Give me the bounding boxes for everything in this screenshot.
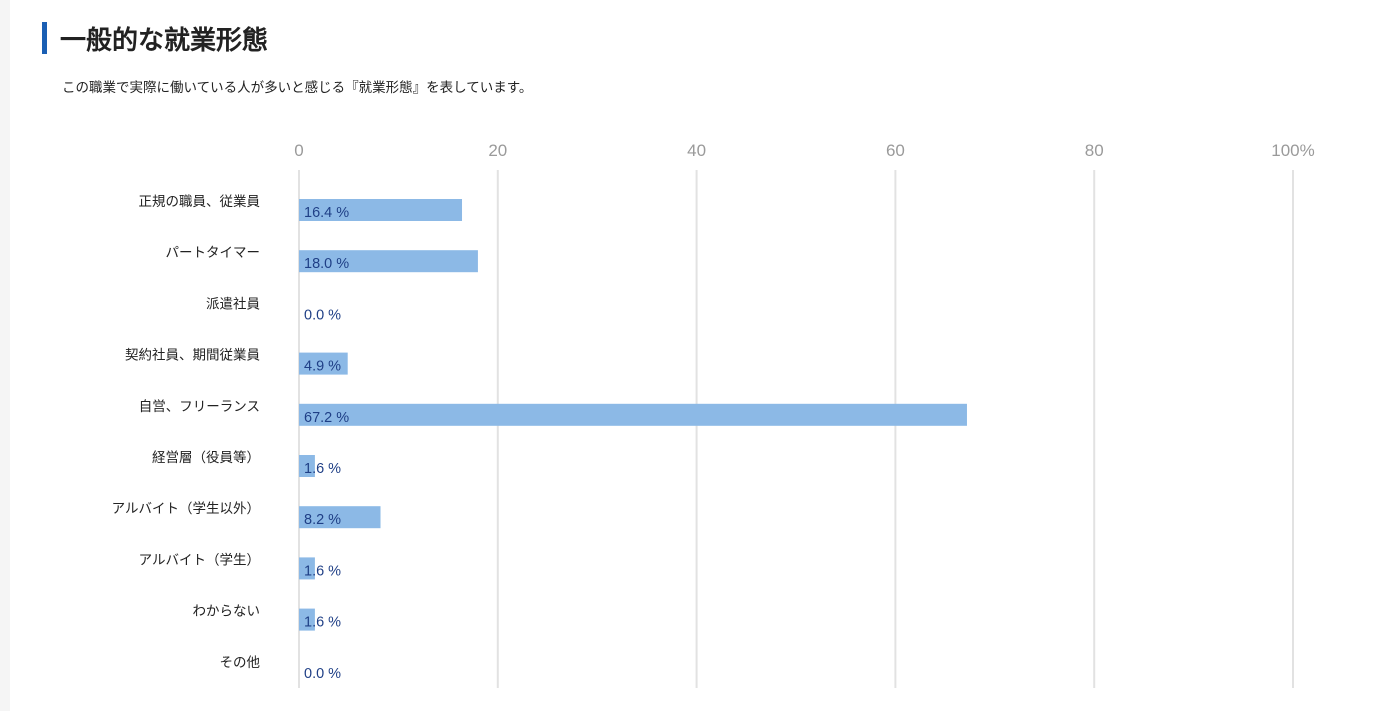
value-label: 16.4 %: [304, 205, 349, 221]
value-label: 1.6 %: [304, 615, 341, 631]
section-header: 一般的な就業形態: [42, 22, 269, 56]
value-label: 0.0 %: [304, 666, 341, 682]
category-label: 経営層（役員等）: [152, 449, 260, 466]
category-label: アルバイト（学生）: [139, 552, 260, 568]
value-label: 1.6 %: [304, 461, 341, 477]
value-labels: 16.4 % 18.0 % 0.0 % 4.9 % 67.2 % 1.6 % 8.2 % 1.…: [304, 205, 349, 682]
x-tick-label: 0: [294, 141, 303, 160]
category-labels: 正規の職員、従業員パートタイマー派遣社員契約社員、期間従業員自営、フリーランス経…: [112, 194, 260, 671]
value-label: 67.2 %: [304, 410, 349, 426]
value-label: 0.0 %: [304, 307, 341, 323]
bar: [299, 557, 315, 580]
category-label: パートタイマー: [166, 245, 261, 261]
section-description: この職業で実際に働いている人が多いと感じる『就業形態』を表しています。: [62, 80, 533, 96]
value-label: 4.9 %: [304, 359, 341, 375]
bar: [299, 199, 463, 221]
x-axis-ticks: 0 20 40 60 80 100%: [294, 141, 1314, 160]
bar: [299, 352, 348, 375]
grid-layer: [298, 170, 1294, 688]
category-label: 派遣社員: [206, 296, 260, 312]
bar: [299, 608, 315, 631]
bars-layer: [299, 199, 967, 631]
bar: [299, 403, 967, 426]
bar: [299, 455, 315, 477]
category-label: 契約社員、期間従業員: [125, 348, 260, 364]
category-label: 正規の職員、従業員: [139, 194, 261, 210]
value-label: 8.2 %: [304, 512, 341, 528]
title-accent-bar: [42, 22, 47, 54]
x-tick-label: 60: [886, 141, 905, 160]
value-label: 1.6 %: [304, 563, 341, 579]
category-label: アルバイト（学生以外）: [112, 501, 260, 517]
section-title: 一般的な就業形態: [60, 25, 269, 56]
x-tick-label: 100%: [1271, 141, 1314, 160]
x-tick-label: 20: [488, 141, 507, 160]
category-label: 自営、フリーランス: [139, 399, 260, 415]
category-label: わからない: [193, 604, 261, 620]
bar: [299, 250, 478, 273]
value-label: 18.0 %: [304, 256, 349, 272]
bar: [299, 506, 381, 529]
category-label: その他: [220, 655, 261, 671]
x-tick-label: 40: [687, 141, 706, 160]
x-tick-label: 80: [1085, 141, 1104, 160]
